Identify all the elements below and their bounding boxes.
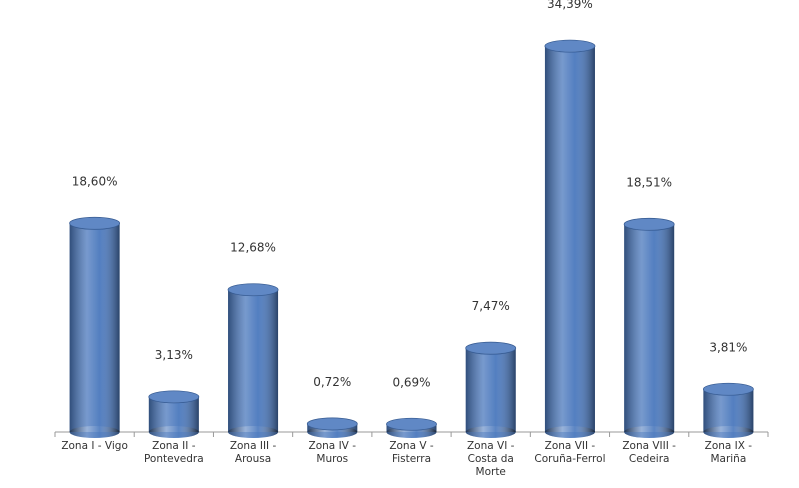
x-tick-label: Zona V - Fisterra	[389, 440, 434, 465]
value-label: 0,69%	[392, 375, 430, 389]
x-tick-label: Zona II - Pontevedra	[143, 440, 204, 465]
bar-base-shade	[544, 426, 595, 438]
bar-top-shade	[228, 283, 279, 296]
bar-base-shade	[465, 426, 516, 438]
bar-top	[544, 39, 596, 53]
bar-top	[69, 216, 121, 230]
bar-shade	[69, 223, 120, 432]
bar-top-shade	[465, 342, 516, 355]
value-label: 7,47%	[472, 299, 510, 313]
bar-shade	[544, 46, 595, 433]
bar-shade	[465, 348, 516, 432]
bar-top	[306, 417, 358, 431]
value-label: 34,39%	[547, 0, 593, 11]
bar-shade	[703, 389, 754, 432]
bar-base-shade	[624, 426, 675, 438]
bar-top	[148, 390, 200, 404]
x-tick-label: Zona VI - Costa da Morte	[466, 440, 515, 478]
bar-base-shade	[69, 426, 120, 438]
value-label: 3,81%	[709, 340, 747, 354]
bar-top	[702, 382, 754, 396]
x-tick-label: Zona IV - Muros	[308, 440, 356, 465]
bar-top-shade	[544, 40, 595, 53]
bar-top	[465, 341, 517, 355]
x-tick-label: Zona IX - Mariña	[704, 440, 753, 465]
x-tick-label: Zona III - Arousa	[229, 440, 277, 465]
bar-top-shade	[703, 383, 754, 396]
value-label: 18,51%	[626, 175, 672, 189]
bar-top-shade	[624, 218, 675, 231]
value-label: 18,60%	[72, 174, 118, 188]
bar-base-shade	[703, 426, 754, 438]
value-label: 0,72%	[313, 375, 351, 389]
bar-top	[386, 417, 437, 431]
bar-shade	[228, 289, 279, 432]
bar-top-shade	[148, 390, 199, 403]
x-tick-label: Zona VII - Coruña-Ferrol	[534, 440, 606, 465]
bar-base-shade	[228, 426, 279, 438]
x-tick-label: Zona I - Vigo	[61, 440, 128, 452]
bar-top-shade	[69, 217, 120, 230]
value-label: 12,68%	[230, 241, 276, 255]
x-tick-label: Zona VIII - Cedeira	[622, 440, 676, 465]
bar-base-shade	[148, 426, 199, 438]
bar-top-shade	[307, 417, 358, 430]
bar-top-shade	[386, 418, 437, 431]
bar-shade	[624, 224, 675, 432]
value-label: 3,13%	[155, 348, 193, 362]
bar-top	[227, 283, 279, 297]
bar-top	[623, 217, 675, 231]
